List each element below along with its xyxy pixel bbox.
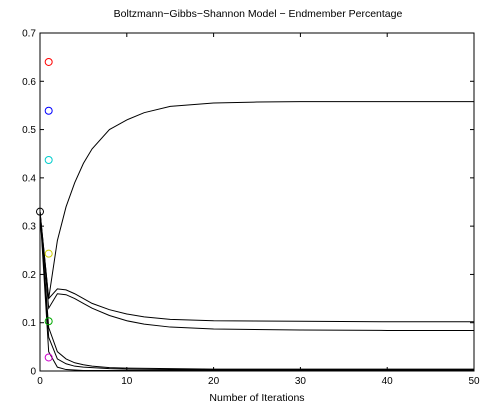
y-tick-label: 0 — [30, 367, 36, 378]
marker-point — [44, 353, 53, 362]
marker-point — [44, 106, 53, 115]
marker-point — [44, 57, 53, 66]
chart-title: Boltzmann−Gibbs−Shannon Model − Endmembe… — [114, 8, 403, 20]
marker-point — [44, 249, 53, 258]
marker-point — [44, 155, 53, 164]
axis-ticks: 0 10 20 30 40 50 0 0.1 0.2 0.3 0.4 0.5 0.6 0.7 — [22, 29, 480, 388]
series-line — [39, 211, 474, 372]
x-tick-label: 50 — [468, 376, 480, 387]
x-axis-title: Number of Iterations — [209, 392, 304, 404]
series-line — [39, 211, 474, 323]
x-tick-label: 40 — [382, 376, 394, 387]
series-line — [39, 211, 474, 370]
series-lines — [39, 101, 474, 372]
x-tick-label: 20 — [208, 376, 220, 387]
y-tick-label: 0.7 — [22, 29, 36, 40]
series-line — [39, 211, 474, 371]
y-tick-label: 0.2 — [22, 270, 36, 281]
y-tick-label: 0.6 — [22, 77, 36, 88]
x-tick-label: 30 — [295, 376, 307, 387]
x-tick-label: 0 — [37, 376, 43, 387]
initial-markers — [36, 57, 53, 362]
y-tick-label: 0.3 — [22, 222, 36, 233]
plot-area — [39, 32, 475, 372]
y-tick-label: 0.4 — [22, 173, 36, 184]
series-line — [39, 211, 474, 331]
series-line — [39, 101, 474, 299]
y-tick-label: 0.5 — [22, 125, 36, 136]
marker-point — [36, 207, 44, 216]
y-tick-label: 0.1 — [22, 318, 36, 329]
x-tick-label: 10 — [121, 376, 133, 387]
marker-point — [44, 317, 53, 326]
